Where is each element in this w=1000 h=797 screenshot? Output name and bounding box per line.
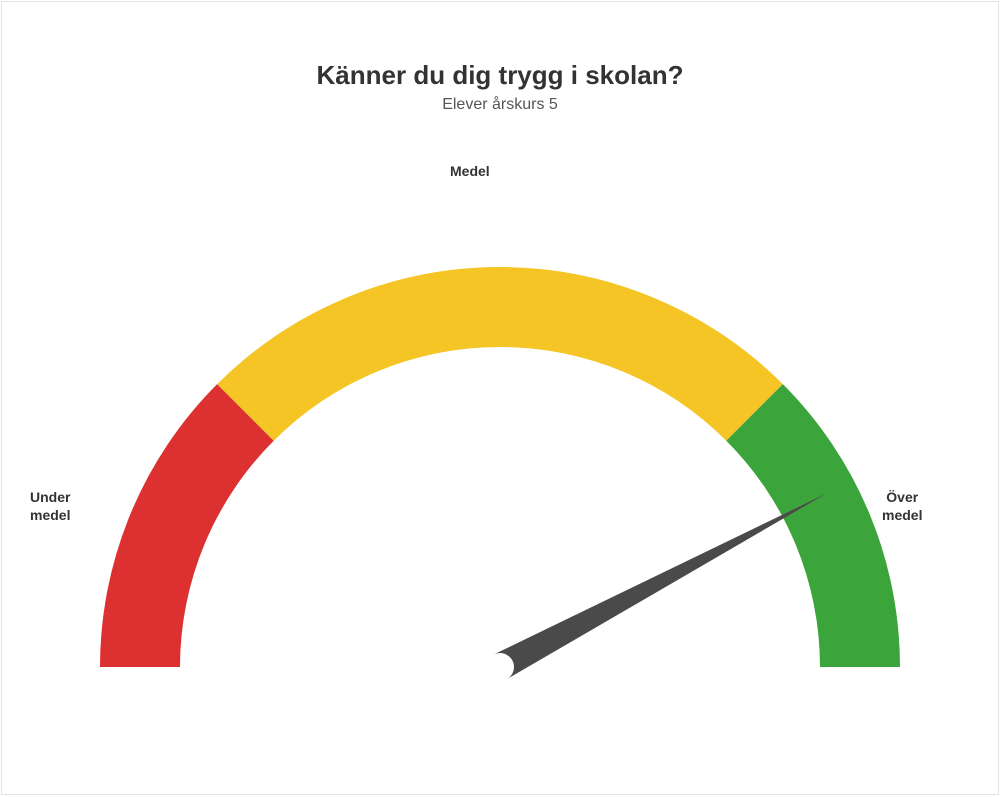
chart-subtitle: Elever årskurs 5 [2,96,998,114]
gauge-container: Under medel Medel Över medel [2,157,998,717]
segment-label-medel: Medel [450,163,490,181]
segment-label-over-medel: Över medel [882,489,922,524]
chart-title: Känner du dig trygg i skolan? [2,60,998,91]
chart-frame: Känner du dig trygg i skolan? Elever års… [1,1,999,795]
gauge-chart [30,157,970,717]
gauge-segment [100,384,274,667]
gauge-segment [726,384,900,667]
gauge-segment [217,267,783,441]
gauge-needle [493,493,826,679]
segment-label-under-medel: Under medel [30,489,70,524]
